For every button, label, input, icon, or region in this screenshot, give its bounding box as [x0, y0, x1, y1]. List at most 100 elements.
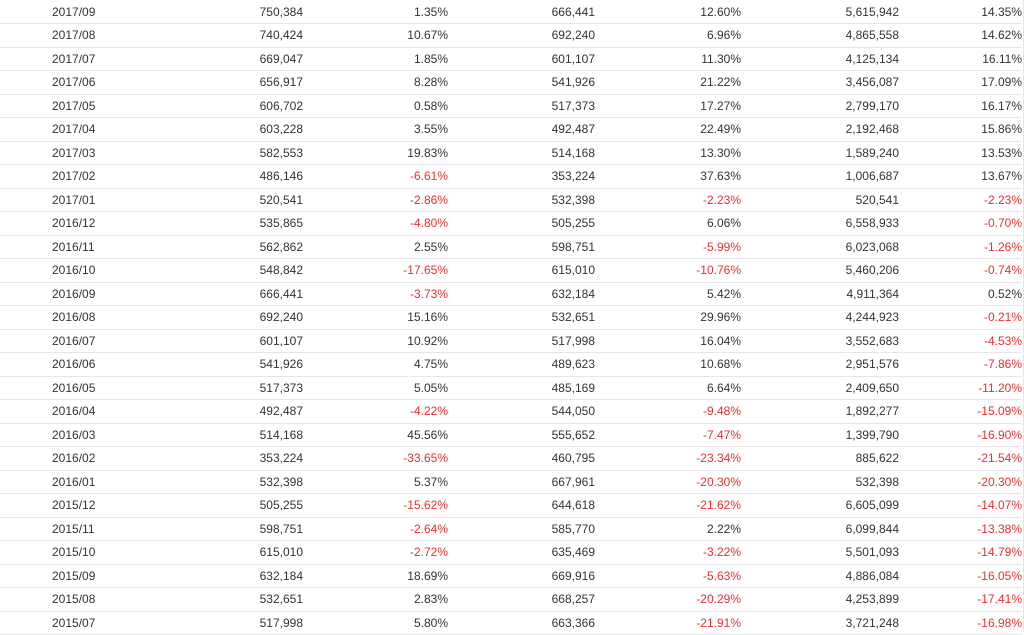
percent-1-cell: -2.64%	[303, 517, 448, 541]
percent-3-cell: 16.11%	[899, 47, 1022, 71]
percent-1-cell: 0.58%	[303, 94, 448, 118]
table-row: 2017/08 740,424 10.67% 692,240 6.96% 4,865,55…	[0, 23, 1022, 48]
value-3-cell: 520,541	[741, 188, 899, 212]
percent-1-cell: -4.80%	[303, 211, 448, 236]
value-1-cell: 520,541	[135, 188, 303, 212]
percent-3-cell: -14.07%	[899, 493, 1022, 518]
percent-3-cell: -16.90%	[899, 423, 1022, 447]
table-row: 2016/11 562,862 2.55% 598,751 -5.99% 6,023,06…	[0, 235, 1022, 259]
table-row: 2017/05 606,702 0.58% 517,373 17.27% 2,799,17…	[0, 94, 1022, 118]
value-3-cell: 6,099,844	[741, 517, 899, 541]
percent-3-cell: -7.86%	[899, 352, 1022, 377]
month-cell: 2016/09	[0, 282, 135, 306]
value-3-cell: 4,253,899	[741, 587, 899, 612]
percent-3-cell: 14.62%	[899, 23, 1022, 48]
value-3-cell: 4,125,134	[741, 47, 899, 71]
value-3-cell: 6,023,068	[741, 235, 899, 259]
table-row: 2017/04 603,228 3.55% 492,487 22.49% 2,192,46…	[0, 117, 1022, 142]
value-1-cell: 632,184	[135, 564, 303, 588]
value-1-cell: 669,047	[135, 47, 303, 71]
value-3-cell: 5,460,206	[741, 258, 899, 283]
value-2-cell: 541,926	[448, 70, 595, 95]
percent-1-cell: 5.05%	[303, 376, 448, 400]
percent-2-cell: 5.42%	[595, 282, 741, 306]
value-2-cell: 460,795	[448, 446, 595, 471]
value-1-cell: 492,487	[135, 399, 303, 424]
value-3-cell: 5,501,093	[741, 540, 899, 565]
percent-3-cell: 0.52%	[899, 282, 1022, 306]
percent-3-cell: -17.41%	[899, 587, 1022, 612]
table-row: 2016/07 601,107 10.92% 517,998 16.04% 3,552,6…	[0, 329, 1022, 353]
value-2-cell: 667,961	[448, 470, 595, 494]
value-3-cell: 3,456,087	[741, 70, 899, 95]
value-3-cell: 6,605,099	[741, 493, 899, 518]
value-2-cell: 517,998	[448, 329, 595, 353]
value-3-cell: 3,552,683	[741, 329, 899, 353]
table-row: 2016/06 541,926 4.75% 489,623 10.68% 2,951,57…	[0, 352, 1022, 377]
percent-1-cell: 18.69%	[303, 564, 448, 588]
percent-2-cell: -20.29%	[595, 587, 741, 612]
percent-3-cell: -13.38%	[899, 517, 1022, 541]
percent-1-cell: 15.16%	[303, 305, 448, 330]
percent-3-cell: -14.79%	[899, 540, 1022, 565]
value-2-cell: 632,184	[448, 282, 595, 306]
value-3-cell: 3,721,248	[741, 611, 899, 635]
percent-2-cell: 17.27%	[595, 94, 741, 118]
value-2-cell: 635,469	[448, 540, 595, 565]
percent-1-cell: 3.55%	[303, 117, 448, 142]
percent-1-cell: 19.83%	[303, 141, 448, 165]
month-cell: 2017/09	[0, 1, 135, 24]
percent-3-cell: -1.26%	[899, 235, 1022, 259]
value-2-cell: 585,770	[448, 517, 595, 541]
percent-3-cell: 13.67%	[899, 164, 1022, 189]
month-cell: 2017/07	[0, 47, 135, 71]
month-cell: 2015/10	[0, 540, 135, 565]
percent-2-cell: 11.30%	[595, 47, 741, 71]
value-3-cell: 885,622	[741, 446, 899, 471]
month-cell: 2015/12	[0, 493, 135, 518]
value-3-cell: 1,399,790	[741, 423, 899, 447]
value-3-cell: 2,409,650	[741, 376, 899, 400]
table-row: 2016/04 492,487 -4.22% 544,050 -9.48% 1,892,2…	[0, 399, 1022, 424]
value-1-cell: 548,842	[135, 258, 303, 283]
month-cell: 2016/07	[0, 329, 135, 353]
percent-1-cell: 8.28%	[303, 70, 448, 95]
percent-2-cell: -23.34%	[595, 446, 741, 471]
value-1-cell: 603,228	[135, 117, 303, 142]
percent-2-cell: -3.22%	[595, 540, 741, 565]
percent-3-cell: -0.74%	[899, 258, 1022, 283]
value-3-cell: 1,892,277	[741, 399, 899, 424]
value-2-cell: 692,240	[448, 23, 595, 48]
percent-3-cell: 13.53%	[899, 141, 1022, 165]
percent-3-cell: 16.17%	[899, 94, 1022, 118]
value-2-cell: 598,751	[448, 235, 595, 259]
percent-3-cell: -15.09%	[899, 399, 1022, 424]
month-cell: 2016/11	[0, 235, 135, 259]
month-cell: 2017/06	[0, 70, 135, 95]
table-row: 2017/07 669,047 1.85% 601,107 11.30% 4,125,13…	[0, 47, 1022, 71]
percent-2-cell: 16.04%	[595, 329, 741, 353]
table-row: 2017/03 582,553 19.83% 514,168 13.30% 1,589,2…	[0, 141, 1022, 165]
table-row: 2016/08 692,240 15.16% 532,651 29.96% 4,244,9…	[0, 305, 1022, 330]
percent-2-cell: 12.60%	[595, 1, 741, 24]
percent-3-cell: -0.21%	[899, 305, 1022, 330]
value-1-cell: 692,240	[135, 305, 303, 330]
month-cell: 2017/03	[0, 141, 135, 165]
value-1-cell: 517,373	[135, 376, 303, 400]
value-2-cell: 532,651	[448, 305, 595, 330]
percent-2-cell: -5.99%	[595, 235, 741, 259]
value-2-cell: 669,916	[448, 564, 595, 588]
table-row: 2016/01 532,398 5.37% 667,961 -20.30% 532,398…	[0, 470, 1022, 494]
month-cell: 2016/12	[0, 211, 135, 236]
value-1-cell: 601,107	[135, 329, 303, 353]
percent-2-cell: 29.96%	[595, 305, 741, 330]
month-cell: 2016/02	[0, 446, 135, 471]
value-3-cell: 2,951,576	[741, 352, 899, 377]
percent-2-cell: -21.62%	[595, 493, 741, 518]
value-2-cell: 517,373	[448, 94, 595, 118]
value-1-cell: 535,865	[135, 211, 303, 236]
percent-2-cell: 6.06%	[595, 211, 741, 236]
month-cell: 2016/08	[0, 305, 135, 330]
month-cell: 2015/09	[0, 564, 135, 588]
value-2-cell: 492,487	[448, 117, 595, 142]
